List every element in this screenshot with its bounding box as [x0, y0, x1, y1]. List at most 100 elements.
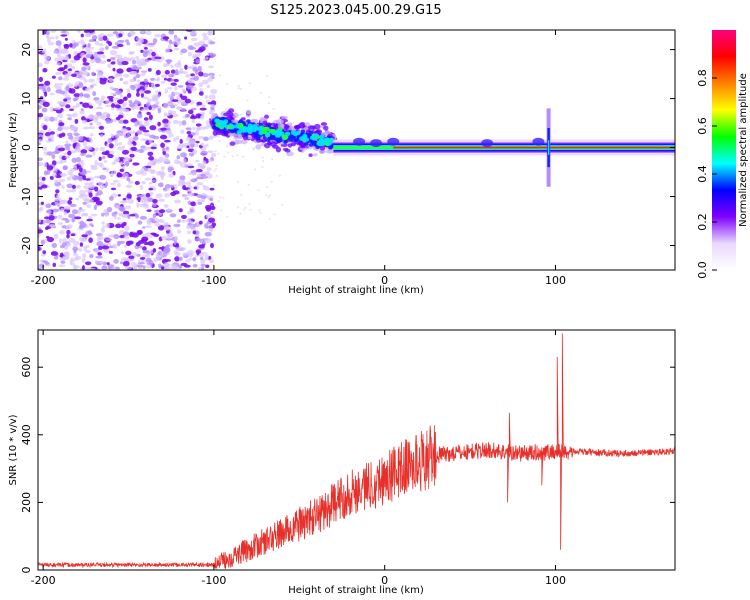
noise-speck: [167, 208, 171, 211]
noise-speck: [199, 107, 207, 111]
noise-speck: [118, 100, 123, 105]
noise-speck: [161, 235, 168, 241]
noise-speck: [42, 146, 47, 151]
noise-speck: [122, 107, 127, 112]
noise-speck: [198, 220, 203, 225]
scatter-peak: [246, 126, 252, 131]
noise-speck: [54, 197, 62, 202]
noise-speck: [222, 196, 225, 199]
noise-speck: [122, 96, 128, 101]
noise-speck: [68, 197, 73, 201]
noise-speck: [196, 198, 204, 203]
noise-speck: [67, 199, 72, 205]
noise-speck: [184, 197, 189, 201]
noise-speck: [254, 168, 257, 171]
noise-speck: [109, 50, 118, 56]
noise-speck: [111, 46, 119, 49]
noise-speck: [81, 265, 86, 270]
noise-speck: [96, 51, 105, 55]
noise-speck: [122, 210, 130, 215]
noise-speck: [155, 193, 163, 199]
noise-speck: [178, 120, 183, 126]
noise-speck: [154, 223, 161, 227]
noise-speck: [155, 212, 159, 216]
noise-speck: [164, 183, 172, 189]
noise-speck: [38, 62, 43, 68]
noise-speck: [211, 222, 217, 227]
noise-speck: [45, 203, 52, 209]
noise-speck: [162, 249, 169, 254]
noise-speck: [138, 240, 145, 244]
noise-speck: [118, 142, 123, 146]
noise-speck: [89, 223, 93, 226]
noise-speck: [153, 257, 160, 262]
noise-speck: [113, 233, 120, 240]
noise-speck: [119, 77, 123, 81]
noise-speck: [200, 142, 205, 146]
noise-speck: [163, 103, 169, 109]
noise-speck: [40, 201, 44, 205]
noise-speck: [100, 97, 104, 103]
noise-speck: [145, 233, 150, 238]
colorbar-tick-label: 0.0: [696, 261, 709, 279]
scatter-halo: [286, 151, 294, 157]
noise-speck: [209, 41, 216, 45]
noise-speck: [225, 108, 228, 111]
noise-speck: [69, 125, 77, 131]
noise-speck: [199, 111, 206, 115]
tone-bump: [370, 139, 383, 148]
noise-speck: [94, 186, 99, 192]
noise-speck: [237, 87, 240, 90]
noise-speck: [124, 266, 132, 270]
scatter-halo: [240, 139, 248, 144]
noise-speck: [41, 85, 46, 92]
noise-speck: [130, 57, 136, 61]
noise-speck: [241, 155, 245, 158]
noise-speck: [49, 223, 56, 228]
noise-speck: [126, 88, 131, 94]
noise-speck: [192, 126, 196, 131]
noise-speck: [54, 201, 59, 206]
scatter-halo: [251, 118, 259, 123]
noise-speck: [55, 71, 62, 76]
noise-speck: [218, 74, 222, 77]
noise-speck: [239, 87, 243, 90]
noise-speck: [195, 58, 201, 64]
noise-speck: [68, 213, 76, 219]
noise-speck: [38, 142, 41, 146]
noise-speck: [61, 185, 65, 189]
noise-speck: [142, 166, 146, 169]
scatter-halo: [246, 110, 251, 115]
noise-speck: [57, 214, 63, 220]
noise-speck: [128, 137, 134, 143]
noise-speck: [105, 104, 112, 108]
noise-speck: [154, 56, 162, 60]
noise-speck: [130, 84, 136, 91]
noise-speck: [116, 73, 120, 77]
noise-speck: [98, 125, 105, 130]
noise-speck: [131, 107, 135, 111]
noise-speck: [54, 116, 58, 122]
noise-speck: [51, 75, 56, 79]
noise-speck: [154, 33, 161, 38]
noise-speck: [110, 187, 117, 191]
noise-speck: [225, 83, 229, 86]
noise-speck: [210, 88, 218, 95]
noise-speck: [162, 118, 169, 124]
noise-speck: [195, 130, 199, 136]
noise-speck: [187, 188, 192, 193]
noise-speck: [84, 178, 91, 181]
noise-speck: [167, 44, 172, 50]
noise-speck: [84, 250, 92, 253]
noise-speck: [144, 84, 148, 90]
noise-speck: [164, 153, 170, 158]
noise-speck: [128, 100, 133, 104]
noise-speck: [102, 155, 106, 160]
scatter-peak: [270, 129, 277, 134]
noise-speck: [187, 192, 195, 197]
noise-speck: [204, 254, 210, 259]
noise-speck: [203, 136, 209, 141]
noise-speck: [122, 221, 127, 226]
noise-speck: [135, 73, 141, 79]
noise-speck: [148, 42, 156, 46]
